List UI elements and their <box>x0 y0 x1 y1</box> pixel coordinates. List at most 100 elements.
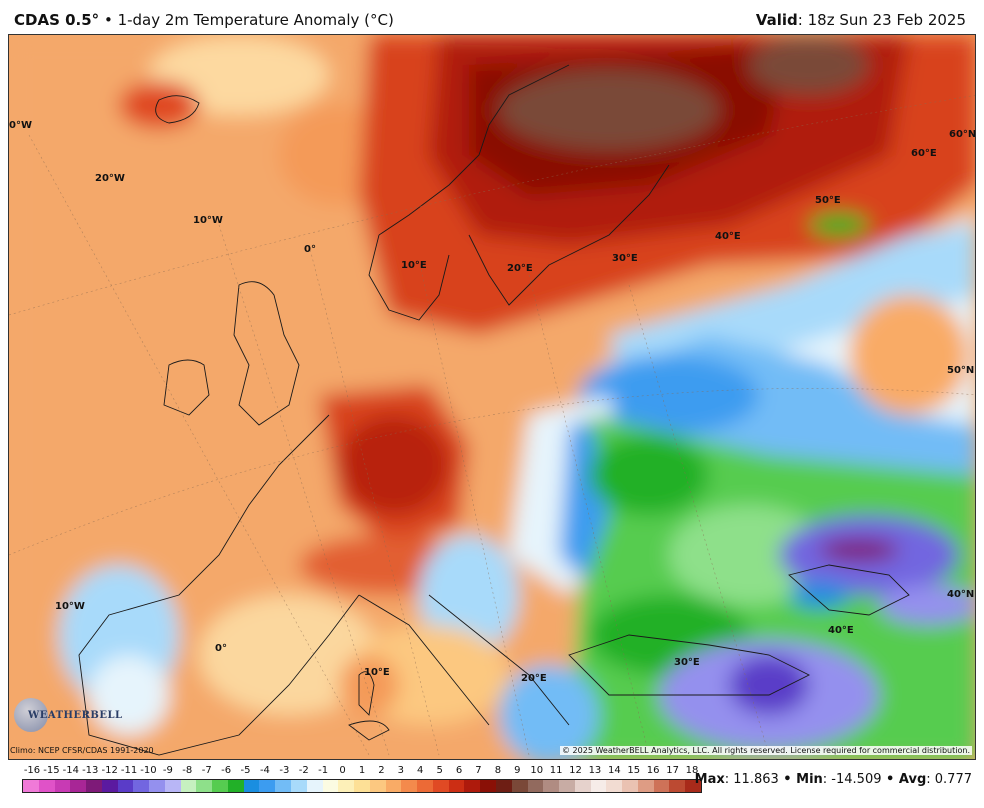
max-label: Max <box>694 772 725 787</box>
colorbar-tick-label: 2 <box>378 765 385 776</box>
temperature-anomaly-map: 0°W 20°W 10°W 0° 10°E 20°E 30°E 40°E 50°… <box>8 34 976 760</box>
colorbar-tick-label: 1 <box>358 765 366 776</box>
lon-label: 10°E <box>364 667 390 678</box>
colorbar-swatch <box>401 780 418 792</box>
colorbar-tick-label: 9 <box>514 765 521 776</box>
valid-value: : 18z Sun 23 Feb 2025 <box>797 11 966 29</box>
min-label: Min <box>796 772 823 787</box>
colorbar-tick-label: -4 <box>259 765 270 776</box>
colorbar-swatch <box>637 780 654 792</box>
lon-label: 0° <box>215 643 227 654</box>
colorbar-tick-label: -7 <box>201 765 212 776</box>
colorbar-swatch <box>685 780 701 792</box>
colorbar-tick-label: 5 <box>436 765 443 776</box>
lon-label: 20°W <box>95 173 125 184</box>
lat-label: 40°N <box>947 589 975 600</box>
lon-label: 40°E <box>715 231 741 242</box>
colorbar-swatch <box>385 780 402 792</box>
colorbar-swatch <box>275 780 292 792</box>
colorbar-tick-label: 10 <box>530 765 544 776</box>
colorbar-tick-label: -11 <box>120 765 138 776</box>
colorbar-swatch <box>227 780 244 792</box>
lon-label: 10°E <box>401 260 427 271</box>
colorbar-tick-label: -10 <box>140 765 157 776</box>
degree-mark: ° <box>91 11 100 29</box>
avg-label: Avg <box>898 772 927 787</box>
map-canvas <box>9 35 975 759</box>
colorbar-ticks: -16 -15 -14 -13 -12 -11 -10 -9 -8 -7 -6 -5 -4 -3 -2 -1 0… <box>22 765 702 777</box>
colorbar-swatch <box>543 780 560 792</box>
colorbar-swatch <box>101 780 118 792</box>
lon-label: 40°E <box>828 625 854 636</box>
colorbar-swatch <box>590 780 607 792</box>
colorbar-swatch <box>559 780 575 792</box>
colorbar-swatch <box>306 780 323 792</box>
colorbar-swatch <box>117 780 134 792</box>
colorbar-swatch <box>511 780 528 792</box>
weatherbell-logo: WEATHERBELL <box>12 696 122 734</box>
lon-label: 0°W <box>9 120 32 131</box>
colorbar-swatch <box>495 780 512 792</box>
colorbar-swatch <box>448 780 465 792</box>
valid-time: Valid: 18z Sun 23 Feb 2025 <box>756 11 966 29</box>
avg-value: : 0.777 <box>926 772 972 787</box>
anomaly-field <box>9 35 975 759</box>
lat-label: 60°N <box>949 129 976 140</box>
colorbar-tick-label: -13 <box>82 765 99 776</box>
colorbar-swatch <box>212 780 228 792</box>
lon-label: 50°E <box>815 195 841 206</box>
colorbar-swatch <box>464 780 481 792</box>
graticule <box>9 95 975 756</box>
colorbar-swatch <box>338 780 355 792</box>
colorbar-tick-label: 11 <box>549 765 563 776</box>
copyright-note: © 2025 WeatherBELL Analytics, LLC. All r… <box>560 746 972 755</box>
colorbar-tick-label: -8 <box>182 765 193 776</box>
colorbar-swatch <box>38 780 55 792</box>
colorbar-tick-label: -6 <box>221 765 232 776</box>
climo-note: Climo: NCEP CFSR/CDAS 1991-2020 <box>10 746 154 755</box>
lon-label: 20°E <box>521 673 547 684</box>
colorbar-tick-label: 4 <box>417 765 424 776</box>
colorbar-swatch <box>180 780 197 792</box>
min-value: : -14.509 <box>822 772 882 787</box>
colorbar-swatch <box>432 780 449 792</box>
globe-icon <box>14 698 48 732</box>
colorbar-swatch <box>369 780 386 792</box>
colorbar-tick-label: 6 <box>455 765 463 776</box>
map-title: CDAS 0.5° • 1-day 2m Temperature Anomaly… <box>14 11 394 29</box>
colorbar-tick-label: 15 <box>627 765 641 776</box>
colorbar-tick-label: -5 <box>240 765 251 776</box>
stats-sep: • <box>778 772 797 787</box>
colorbar-swatch <box>606 780 623 792</box>
colorbar-tick-label: 16 <box>646 765 660 776</box>
colorbar-swatch <box>133 780 150 792</box>
colorbar-swatch <box>23 780 39 792</box>
field-stats: Max: 11.863 • Min: -14.509 • Avg: 0.777 <box>695 772 972 787</box>
max-value: : 11.863 <box>724 772 779 787</box>
colorbar-tick-label: 14 <box>607 765 621 776</box>
colorbar-tick-label: 13 <box>588 765 602 776</box>
colorbar-swatch <box>527 780 544 792</box>
colorbar-swatch <box>54 780 71 792</box>
colorbar-tick-label: 0 <box>339 765 346 776</box>
colorbar-swatch <box>196 780 213 792</box>
colorbar-tick-label: -9 <box>162 765 173 776</box>
colorbar-swatch <box>622 780 638 792</box>
logo-text: WEATHERBELL <box>28 710 123 721</box>
colorbar-swatch <box>164 780 181 792</box>
lat-label: 50°N <box>947 365 975 376</box>
colorbar-swatch <box>291 780 307 792</box>
colorbar-tick-label: -3 <box>279 765 290 776</box>
colorbar-swatch <box>322 780 339 792</box>
lon-label: 10°W <box>55 601 85 612</box>
coastlines <box>78 64 910 756</box>
colorbar-tick-label: -15 <box>43 765 60 776</box>
colorbar-tick-label: 17 <box>666 765 679 776</box>
colorbar-swatch <box>417 780 433 792</box>
model-name: CDAS 0.5 <box>14 11 92 29</box>
colorbar-tick-label: 7 <box>475 765 482 776</box>
colorbar-tick-label: -14 <box>62 765 79 776</box>
lon-label: 0° <box>304 244 316 255</box>
colorbar-swatch <box>259 780 276 792</box>
colorbar-tick-label: -16 <box>23 765 41 776</box>
